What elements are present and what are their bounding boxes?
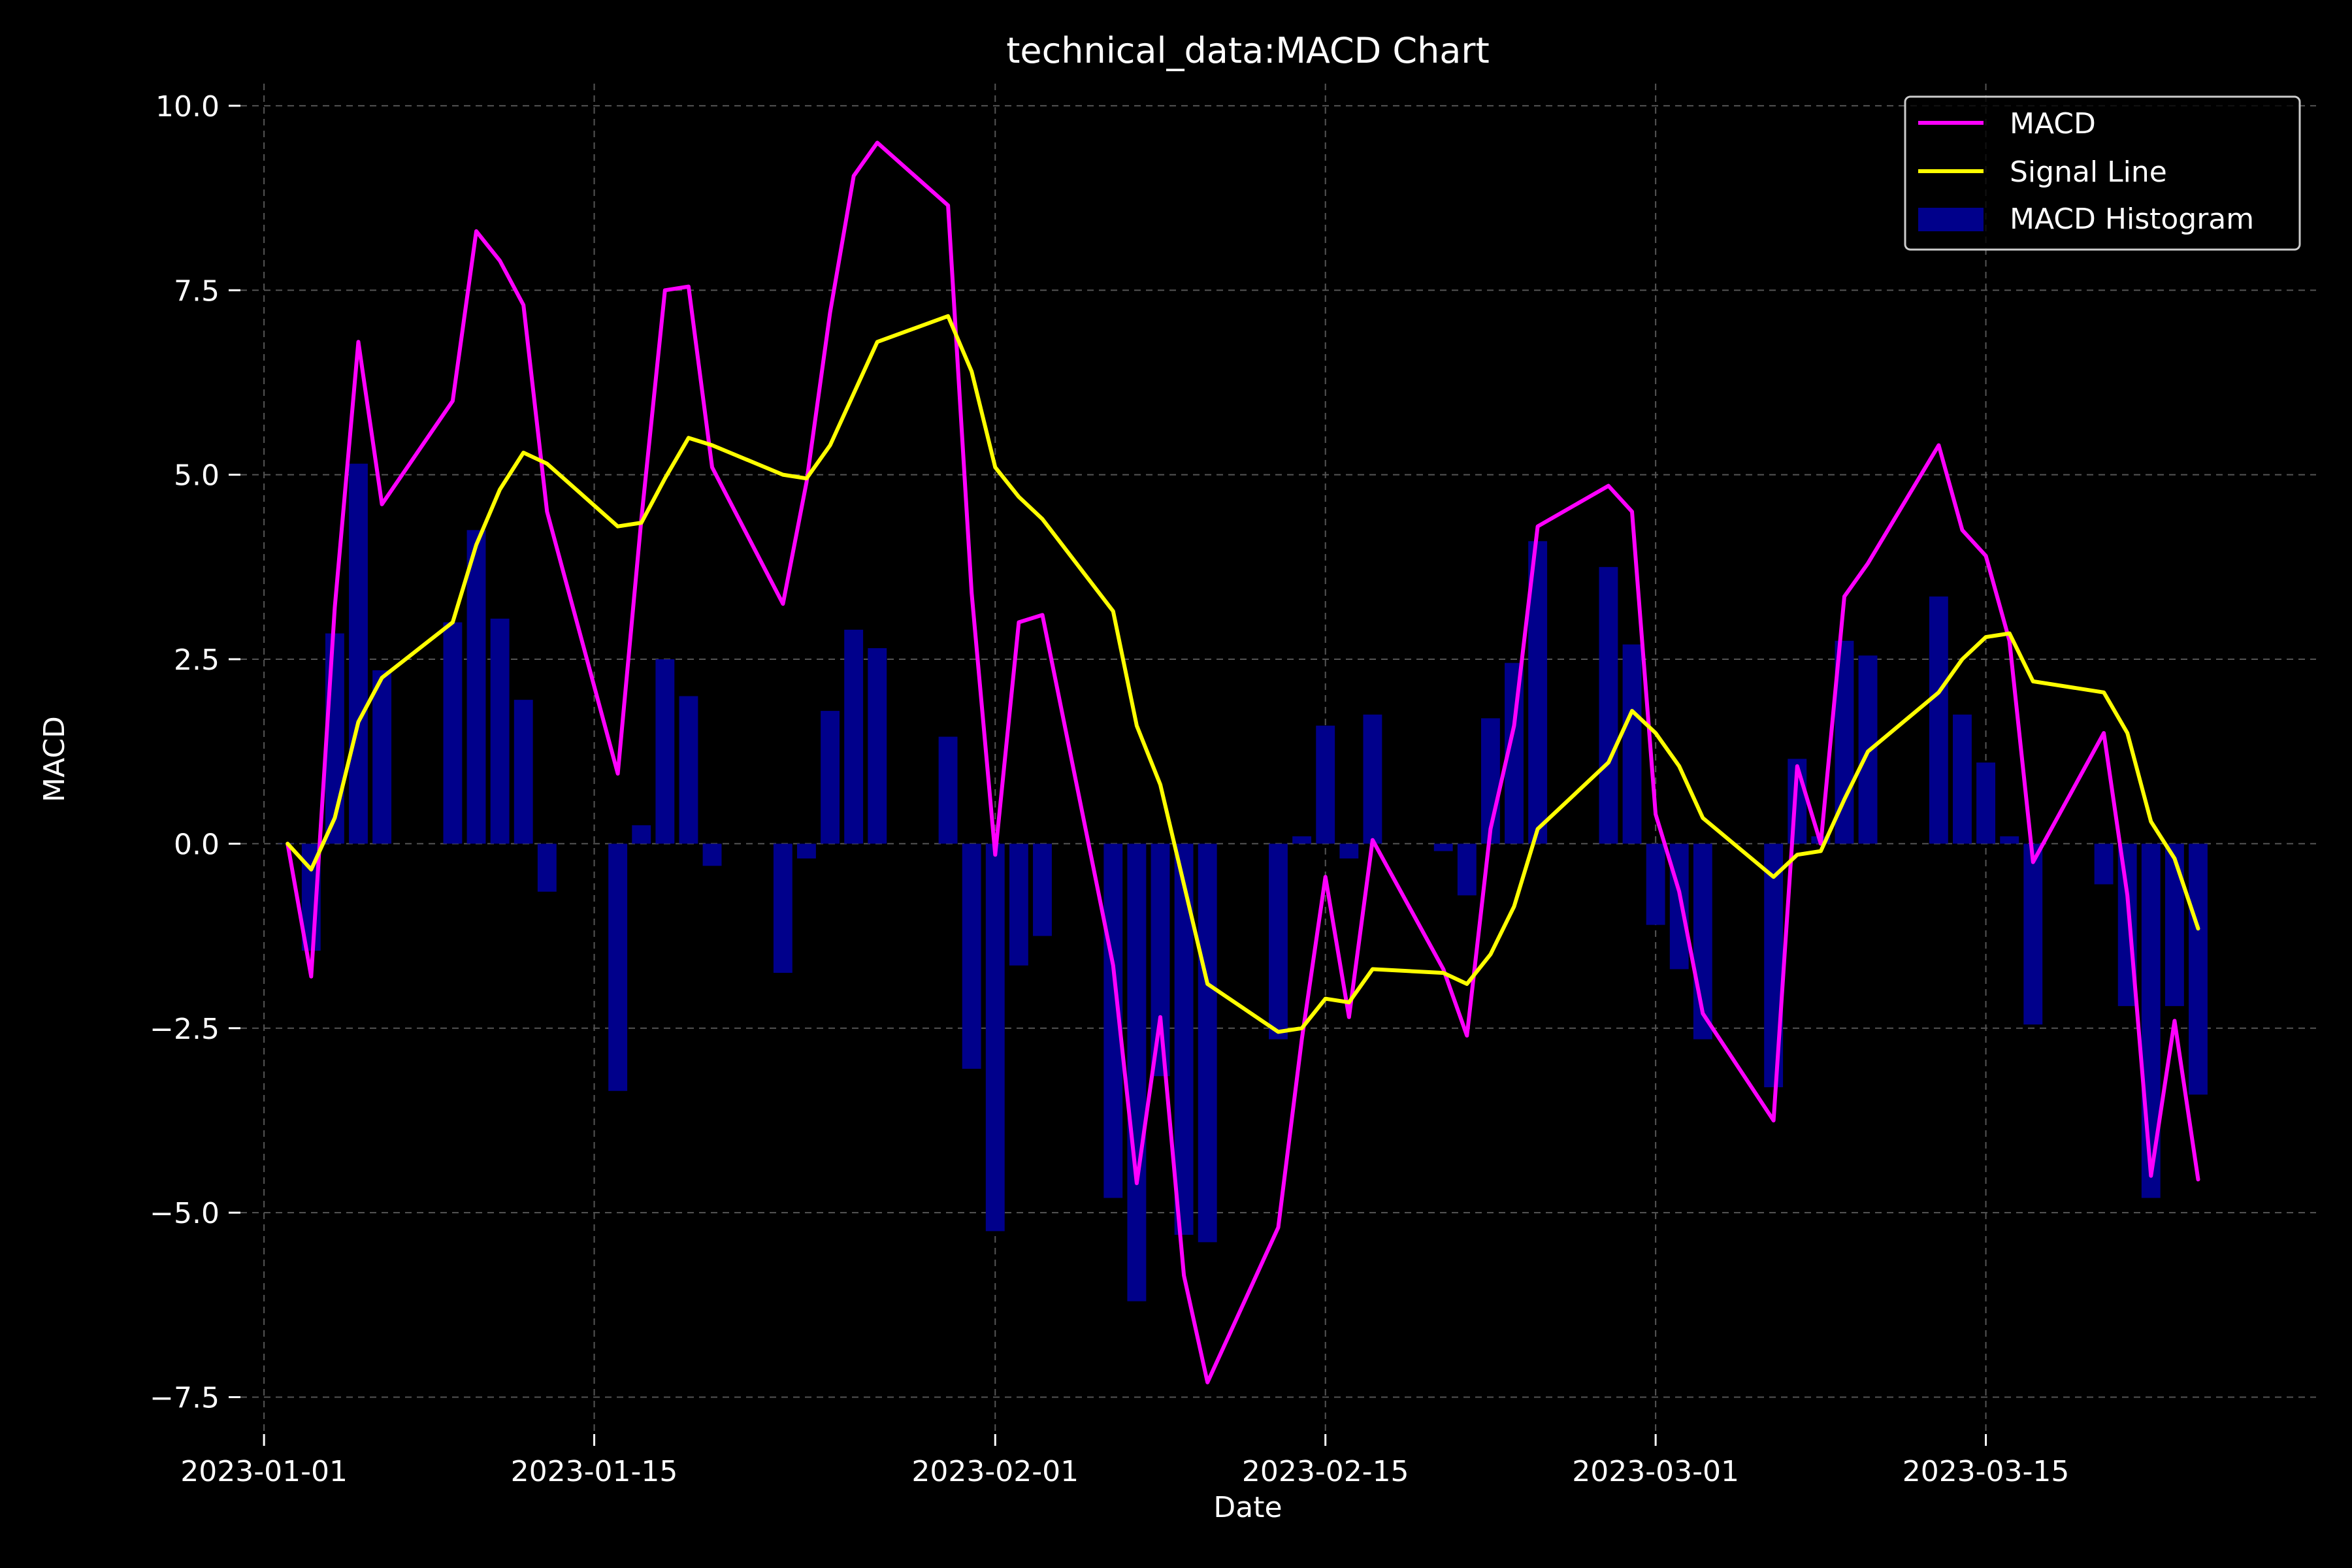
histogram-bar (938, 736, 958, 844)
histogram-bar (2000, 836, 2019, 844)
y-tick-label: −5.0 (150, 1197, 220, 1230)
histogram-bar (466, 530, 486, 844)
histogram-bar (1764, 843, 1784, 1088)
x-tick-label: 2023-01-15 (511, 1455, 678, 1488)
histogram-bar (490, 618, 510, 844)
histogram-bar (1316, 725, 1335, 844)
histogram-bar (655, 659, 675, 844)
histogram-bar (2164, 843, 2184, 1006)
histogram-bar (702, 843, 722, 866)
histogram-bar (608, 843, 628, 1091)
legend-label-histogram: MACD Histogram (2010, 203, 2254, 236)
histogram-bar (2023, 843, 2043, 1025)
histogram-bar (1269, 843, 1288, 1039)
x-tick-label: 2023-02-01 (911, 1455, 1079, 1488)
histogram-bars (278, 463, 2208, 1301)
histogram-bar (632, 825, 651, 844)
histogram-bar (962, 843, 981, 1069)
histogram-bar (349, 463, 368, 844)
histogram-bar (1198, 843, 1217, 1243)
histogram-bar (1174, 843, 1194, 1235)
histogram-bar (1646, 843, 1665, 925)
macd-line (286, 140, 2200, 1384)
histogram-bar (1151, 843, 1170, 1077)
x-tick-label: 2023-02-15 (1242, 1455, 1409, 1488)
histogram-bar (2189, 843, 2208, 1095)
histogram-bar (514, 700, 533, 844)
legend: MACD Signal Line MACD Histogram (1904, 95, 2301, 251)
legend-label-macd: MACD (2010, 107, 2096, 140)
legend-box (1904, 95, 2301, 251)
histogram-bar (1669, 843, 1689, 970)
signal-line-line (286, 314, 2200, 1034)
y-tick-label: 0.0 (174, 828, 220, 861)
x-tick-label: 2023-03-15 (1903, 1455, 2070, 1488)
x-tick-label: 2023-03-01 (1572, 1455, 1739, 1488)
histogram-bar (1622, 644, 1642, 844)
histogram-bar (868, 648, 887, 844)
lines (286, 140, 2200, 1384)
histogram-bar (1929, 596, 1948, 844)
histogram-bar (679, 696, 698, 844)
histogram-bar (1009, 843, 1028, 966)
histogram-bar (1599, 566, 1618, 844)
histogram-bar (844, 629, 864, 844)
histogram-bar (1457, 843, 1477, 896)
histogram-bar (1033, 843, 1052, 936)
histogram-bar (1433, 843, 1453, 851)
histogram-bar (1953, 714, 1972, 844)
legend-swatch-histogram (1918, 208, 1984, 231)
y-tick-label: −2.5 (150, 1013, 220, 1046)
y-tick-label: −7.5 (150, 1382, 220, 1415)
histogram-bar (797, 843, 816, 858)
y-tick-label: 2.5 (174, 644, 220, 677)
y-tick-label: 10.0 (155, 90, 220, 123)
histogram-bar (1363, 714, 1382, 844)
chart-title: technical_data:MACD Chart (1006, 30, 1490, 71)
histogram-bar (1976, 762, 1996, 844)
x-axis-label: Date (1213, 1491, 1282, 1524)
y-tick-label: 7.5 (174, 274, 220, 308)
histogram-bar (537, 843, 557, 892)
histogram-bar (372, 670, 392, 844)
y-tick-label: 5.0 (174, 459, 220, 493)
histogram-bar (325, 633, 344, 844)
histogram-bar (773, 843, 792, 973)
histogram-bar (443, 622, 463, 844)
legend-label-signal: Signal Line (2010, 155, 2167, 189)
histogram-bar (985, 843, 1005, 1232)
histogram-bar (1339, 843, 1359, 858)
y-axis-label: MACD (38, 716, 71, 802)
x-tick-label: 2023-01-01 (180, 1455, 348, 1488)
histogram-bar (1292, 836, 1312, 844)
axes: 2023-01-01 2023-01-15 2023-02-01 2023-02-15… (150, 90, 2069, 1488)
histogram-bar (1127, 843, 1147, 1301)
histogram-bar (2094, 843, 2114, 885)
histogram-bar (821, 711, 840, 844)
